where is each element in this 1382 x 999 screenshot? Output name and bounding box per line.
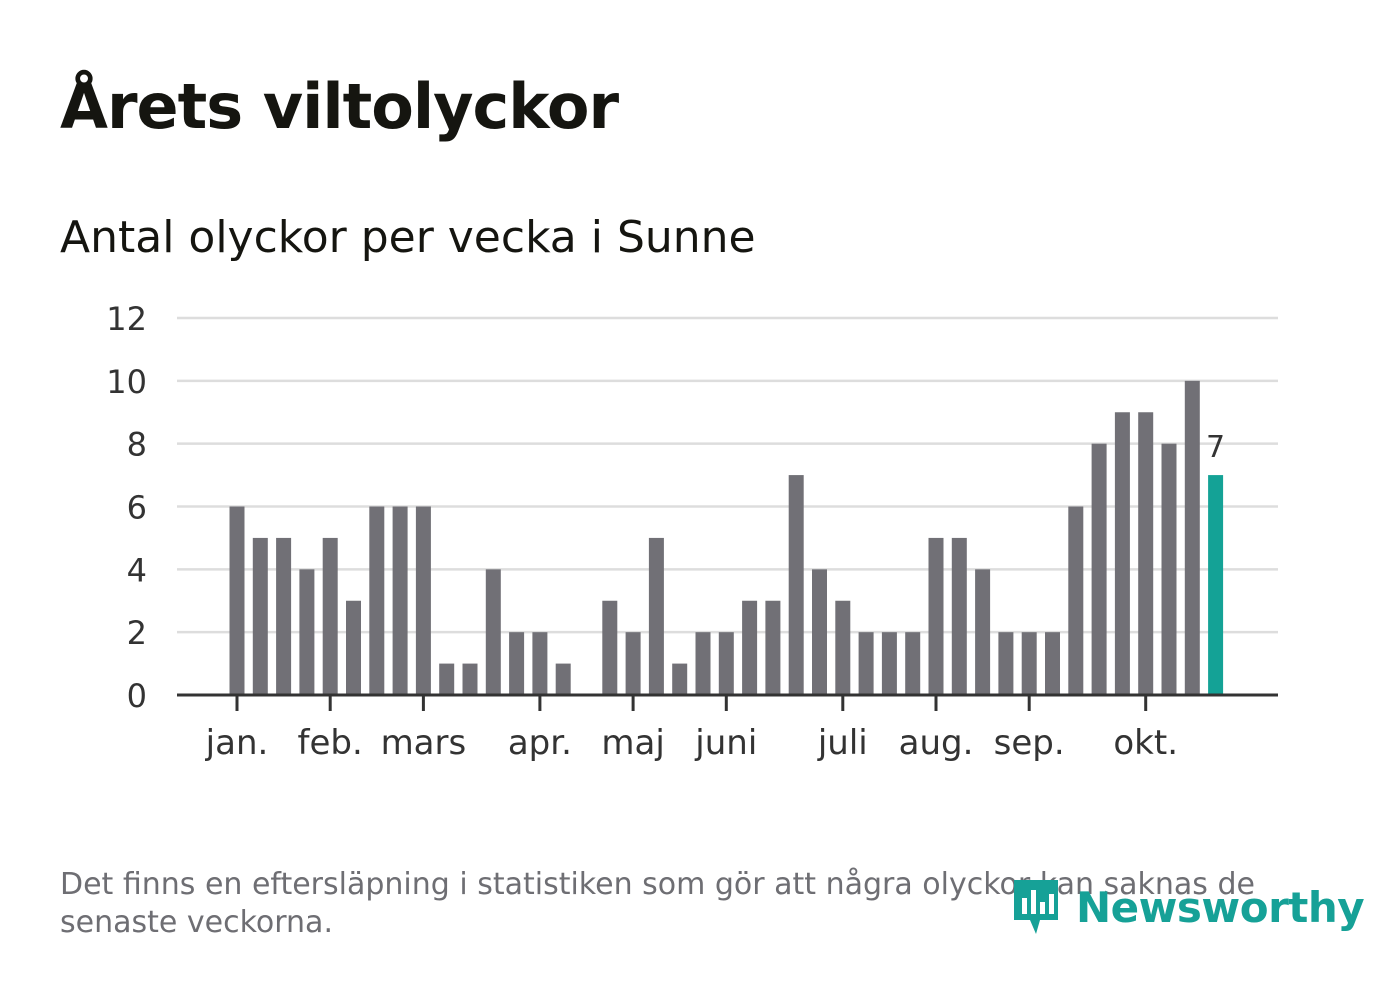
bar	[998, 632, 1014, 695]
x-tick-label: maj	[601, 723, 664, 763]
axes	[177, 693, 1278, 711]
bar	[1068, 506, 1084, 695]
x-tick-label: feb.	[298, 723, 363, 763]
x-tick-label: jan.	[205, 723, 269, 763]
newsworthy-bar-chart-icon	[1014, 880, 1058, 934]
y-tick-label: 6	[127, 489, 147, 527]
bar	[415, 506, 431, 695]
y-tick-label: 8	[127, 426, 147, 464]
bar	[555, 663, 571, 695]
bar	[812, 569, 827, 695]
chart-title: Årets viltolyckor	[60, 70, 619, 143]
bar	[1114, 412, 1130, 695]
bar	[229, 506, 245, 695]
bar	[1184, 380, 1200, 695]
bar	[625, 632, 641, 695]
x-tick-label: apr.	[508, 723, 572, 763]
y-tick-label: 0	[127, 677, 147, 715]
x-tick-label: okt.	[1113, 723, 1178, 763]
bar	[672, 663, 688, 695]
bar	[1045, 632, 1060, 695]
bar	[951, 537, 967, 695]
bar	[532, 632, 548, 695]
bar	[252, 537, 268, 695]
y-tick-label: 4	[127, 551, 147, 589]
bar	[1091, 443, 1107, 695]
bar	[788, 475, 804, 695]
bars	[229, 380, 1224, 695]
bar	[648, 537, 664, 695]
bar	[369, 506, 385, 695]
y-tick-label: 12	[106, 300, 147, 338]
bar	[1138, 412, 1154, 695]
bar	[509, 632, 525, 695]
y-tick-label: 2	[127, 614, 147, 652]
chart-subtitle: Antal olyckor per vecka i Sunne	[60, 212, 756, 263]
bar	[718, 632, 734, 695]
bar	[765, 600, 781, 695]
bar	[695, 632, 711, 695]
x-tick-label: juni	[694, 723, 757, 763]
bar	[392, 506, 408, 695]
bar	[1161, 443, 1177, 695]
bar	[881, 632, 897, 695]
bar	[975, 569, 991, 695]
bar	[905, 632, 921, 695]
x-tick-label: mars	[381, 723, 467, 763]
bar	[322, 537, 338, 695]
labels: 0 2 4 6 8 10 12 jan. feb. mars apr. maj juni juli aug.…	[106, 300, 1225, 763]
y-tick-label: 10	[106, 363, 147, 401]
x-tick-label: sep.	[994, 723, 1065, 763]
x-tick-label: aug.	[899, 723, 974, 763]
bar	[928, 537, 944, 695]
bar	[439, 663, 455, 695]
bar	[602, 600, 618, 695]
highlight-value-label: 7	[1206, 430, 1225, 465]
newsworthy-logo: Newsworthy	[1010, 876, 1365, 938]
highlight-bar	[1208, 475, 1224, 695]
bar	[835, 600, 851, 695]
bar	[346, 600, 361, 695]
bar	[742, 600, 758, 695]
x-tick-label: juli	[817, 723, 868, 763]
bar	[858, 632, 874, 695]
bar	[462, 663, 478, 695]
bar	[485, 569, 501, 695]
bar	[276, 537, 292, 695]
grid-lines	[177, 316, 1278, 634]
bar	[1021, 632, 1037, 695]
bar	[299, 569, 315, 695]
logo-text: Newsworthy	[1076, 882, 1365, 932]
